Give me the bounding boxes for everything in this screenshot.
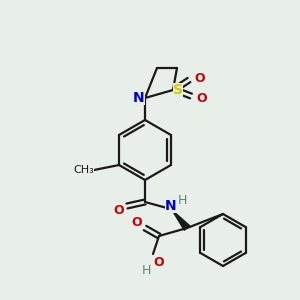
Text: H: H xyxy=(141,263,151,277)
Text: O: O xyxy=(154,256,164,268)
Text: O: O xyxy=(132,215,142,229)
Text: S: S xyxy=(173,83,183,97)
Text: H: H xyxy=(177,194,187,208)
Text: O: O xyxy=(195,71,205,85)
Polygon shape xyxy=(172,210,190,230)
Text: N: N xyxy=(133,91,145,105)
Text: CH₃: CH₃ xyxy=(74,165,94,175)
Text: O: O xyxy=(114,203,124,217)
Text: O: O xyxy=(197,92,207,104)
Text: N: N xyxy=(165,199,177,213)
